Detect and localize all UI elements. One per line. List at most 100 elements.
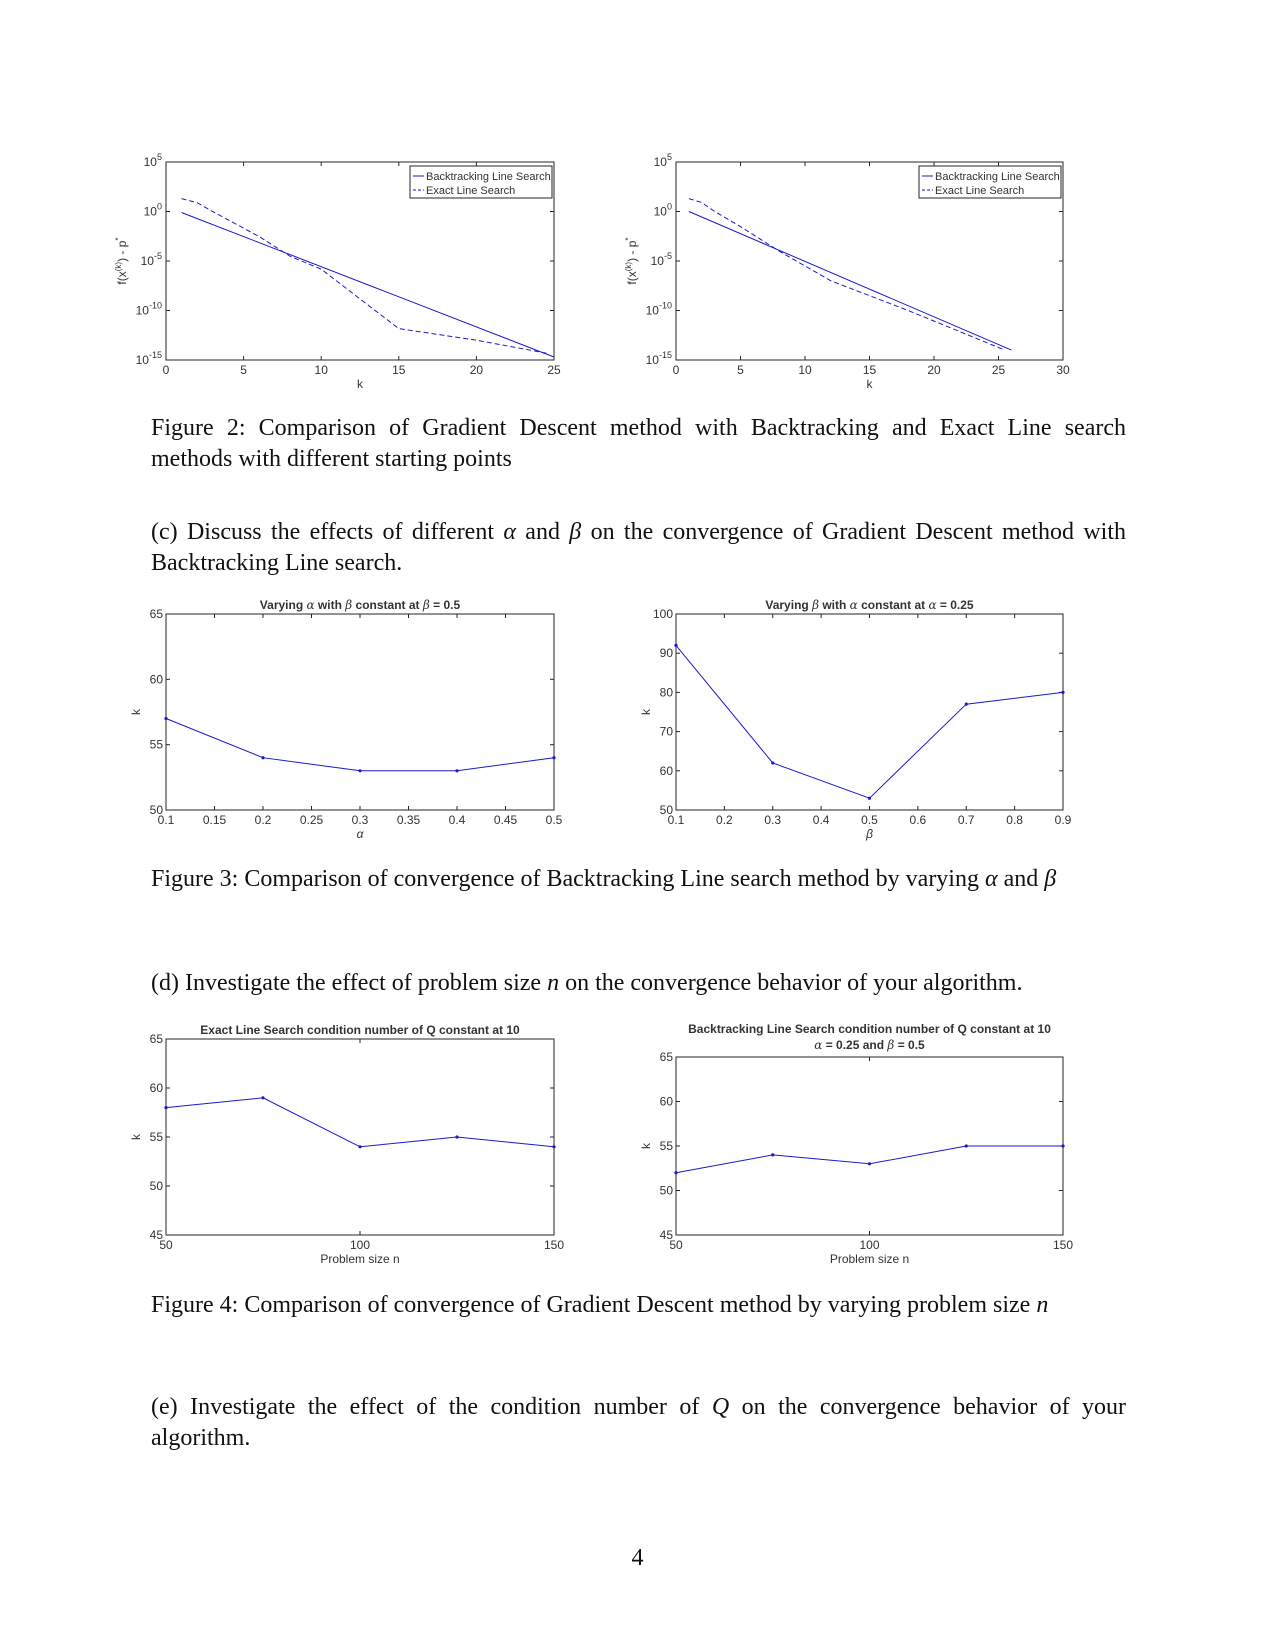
data-point xyxy=(771,761,775,765)
data-point xyxy=(261,756,265,760)
data-point xyxy=(552,1145,556,1149)
data-point xyxy=(261,1096,265,1100)
figure-3-caption: Figure 3: Comparison of convergence of B… xyxy=(151,866,1057,892)
x-tick-label: 0.6 xyxy=(910,813,927,827)
x-tick-label: 0.1 xyxy=(158,813,175,827)
y-tick-label: 55 xyxy=(660,1139,674,1153)
y-tick-label: 50 xyxy=(150,1179,164,1193)
data-point xyxy=(164,716,168,721)
y-tick-label: 60 xyxy=(150,1081,164,1095)
y-tick-label: 10-5 xyxy=(141,251,162,268)
question-d: (d) Investigate the effect of problem si… xyxy=(151,970,1023,996)
question-e: (e) Investigate the effect of the condit… xyxy=(151,1394,1127,1451)
data-point xyxy=(674,643,678,647)
plot-area xyxy=(165,613,555,811)
x-tick-label: 0.2 xyxy=(716,813,733,827)
chart-fig4a: 50 100 150 45 50 55 60 65 Problem size n k Exact L… xyxy=(110,1015,590,1305)
data-point xyxy=(1061,690,1065,694)
y-tick-label: 60 xyxy=(660,764,674,778)
y-tick-label: 100 xyxy=(653,607,673,621)
x-tick-label: 100 xyxy=(350,1238,370,1252)
x-tick-label: 0.4 xyxy=(449,813,466,827)
x-tick-label: 0.4 xyxy=(813,813,830,827)
chart-title: Backtracking Line Search condition numbe… xyxy=(688,1022,1051,1036)
y-tick-label: 45 xyxy=(150,1228,164,1242)
x-tick-label: 0.3 xyxy=(764,813,781,827)
x-tick-label: 0.35 xyxy=(397,813,421,827)
x-tick-label: 25 xyxy=(547,363,561,377)
x-tick-label: 10 xyxy=(315,363,329,377)
x-tick-label: 0.25 xyxy=(300,813,324,827)
y-tick-label: 100 xyxy=(654,202,672,219)
y-tick-label: 105 xyxy=(144,152,162,169)
y-tick-label: 45 xyxy=(660,1228,674,1242)
x-tick-label: 15 xyxy=(863,363,877,377)
y-axis-label: f(x(k)) - p* xyxy=(624,237,639,284)
y-tick-label: 60 xyxy=(150,672,164,686)
y-tick-label: 10-10 xyxy=(136,301,162,318)
page-number: 4 xyxy=(631,1545,644,1571)
chart-title: Exact Line Search condition number of Q … xyxy=(200,1023,520,1037)
y-tick-label: 55 xyxy=(150,738,164,752)
x-tick-label: 20 xyxy=(470,363,484,377)
data-point xyxy=(867,796,872,800)
legend-label: Backtracking Line Search xyxy=(935,171,1060,183)
figure-4-caption: Figure 4: Comparison of convergence of G… xyxy=(151,1292,1049,1318)
chart-fig2b: 0 5 10 15 20 25 30 105 100 10-5 10-10 10-15 k f(x(k))… xyxy=(620,152,1120,395)
x-tick-label: 30 xyxy=(1056,363,1070,377)
x-tick-label: 15 xyxy=(392,363,406,377)
y-tick-label: 60 xyxy=(660,1095,674,1109)
y-tick-label: 10-5 xyxy=(651,251,672,268)
question-c: (c) Discuss the effects of different α a… xyxy=(151,519,1126,576)
x-axis-label: Problem size n xyxy=(830,1252,909,1266)
series-line-1 xyxy=(688,211,1012,351)
plot-area xyxy=(675,613,1064,811)
legend-box xyxy=(409,165,553,199)
plot-area xyxy=(165,1038,555,1236)
x-axis-label: k xyxy=(357,377,364,391)
x-tick-label: 0.15 xyxy=(203,813,227,827)
x-tick-label: 100 xyxy=(859,1238,879,1252)
y-tick-label: 65 xyxy=(150,1032,164,1046)
chart-fig2a: 0 5 10 15 20 25 105 100 10-5 10-10 10-15 k f(x(k)) -… xyxy=(110,152,590,395)
data-point xyxy=(867,1162,872,1166)
x-tick-label: 5 xyxy=(240,363,247,377)
chart-title: Varying β with α constant at α = 0.25 xyxy=(765,598,974,612)
figure-2-caption: Figure 2: Comparison of Gradient Descent… xyxy=(151,415,1126,472)
x-axis-label: k xyxy=(867,377,874,391)
chart-fig3b: 0.1 0.2 0.3 0.4 0.5 0.6 0.7 0.8 0.9 50 60 70 80 90 100… xyxy=(620,590,1120,860)
y-tick-label: 100 xyxy=(144,202,162,219)
series-line-2 xyxy=(181,198,547,354)
x-tick-label: 10 xyxy=(798,363,812,377)
x-tick-label: 0.8 xyxy=(1006,813,1023,827)
y-tick-label: 80 xyxy=(660,685,674,699)
x-tick-label: 25 xyxy=(992,363,1006,377)
y-tick-label: 105 xyxy=(654,152,672,169)
y-axis-label: k xyxy=(129,708,143,715)
y-tick-label: 50 xyxy=(660,803,674,817)
x-tick-label: 50 xyxy=(159,1238,173,1252)
x-tick-label: 50 xyxy=(669,1238,683,1252)
y-axis-label: k xyxy=(129,1133,143,1140)
x-tick-label: 0 xyxy=(673,363,680,377)
data-point xyxy=(552,756,556,760)
x-tick-label: 0.1 xyxy=(668,813,685,827)
y-tick-label: 90 xyxy=(660,646,674,660)
y-tick-label: 50 xyxy=(660,1184,674,1198)
series-line-1 xyxy=(181,212,555,358)
data-point xyxy=(455,769,459,773)
x-tick-label: 0.9 xyxy=(1055,813,1072,827)
x-tick-label: 0.2 xyxy=(255,813,272,827)
x-axis-label: Problem size n xyxy=(320,1252,399,1266)
legend-box xyxy=(918,165,1062,199)
legend-label: Exact Line Search xyxy=(935,185,1024,197)
chart-fig3a: 0.1 0.15 0.2 0.25 0.3 0.35 0.4 0.45 0.5 50 55 60 65 α… xyxy=(110,590,590,860)
series-line-2 xyxy=(688,198,1006,351)
y-tick-label: 50 xyxy=(150,803,164,817)
data-point xyxy=(358,769,362,773)
x-tick-label: 0.5 xyxy=(861,813,878,827)
x-tick-label: 0.7 xyxy=(958,813,975,827)
y-tick-label: 70 xyxy=(660,725,674,739)
x-tick-label: 0.5 xyxy=(546,813,563,827)
x-tick-label: 0 xyxy=(163,363,170,377)
